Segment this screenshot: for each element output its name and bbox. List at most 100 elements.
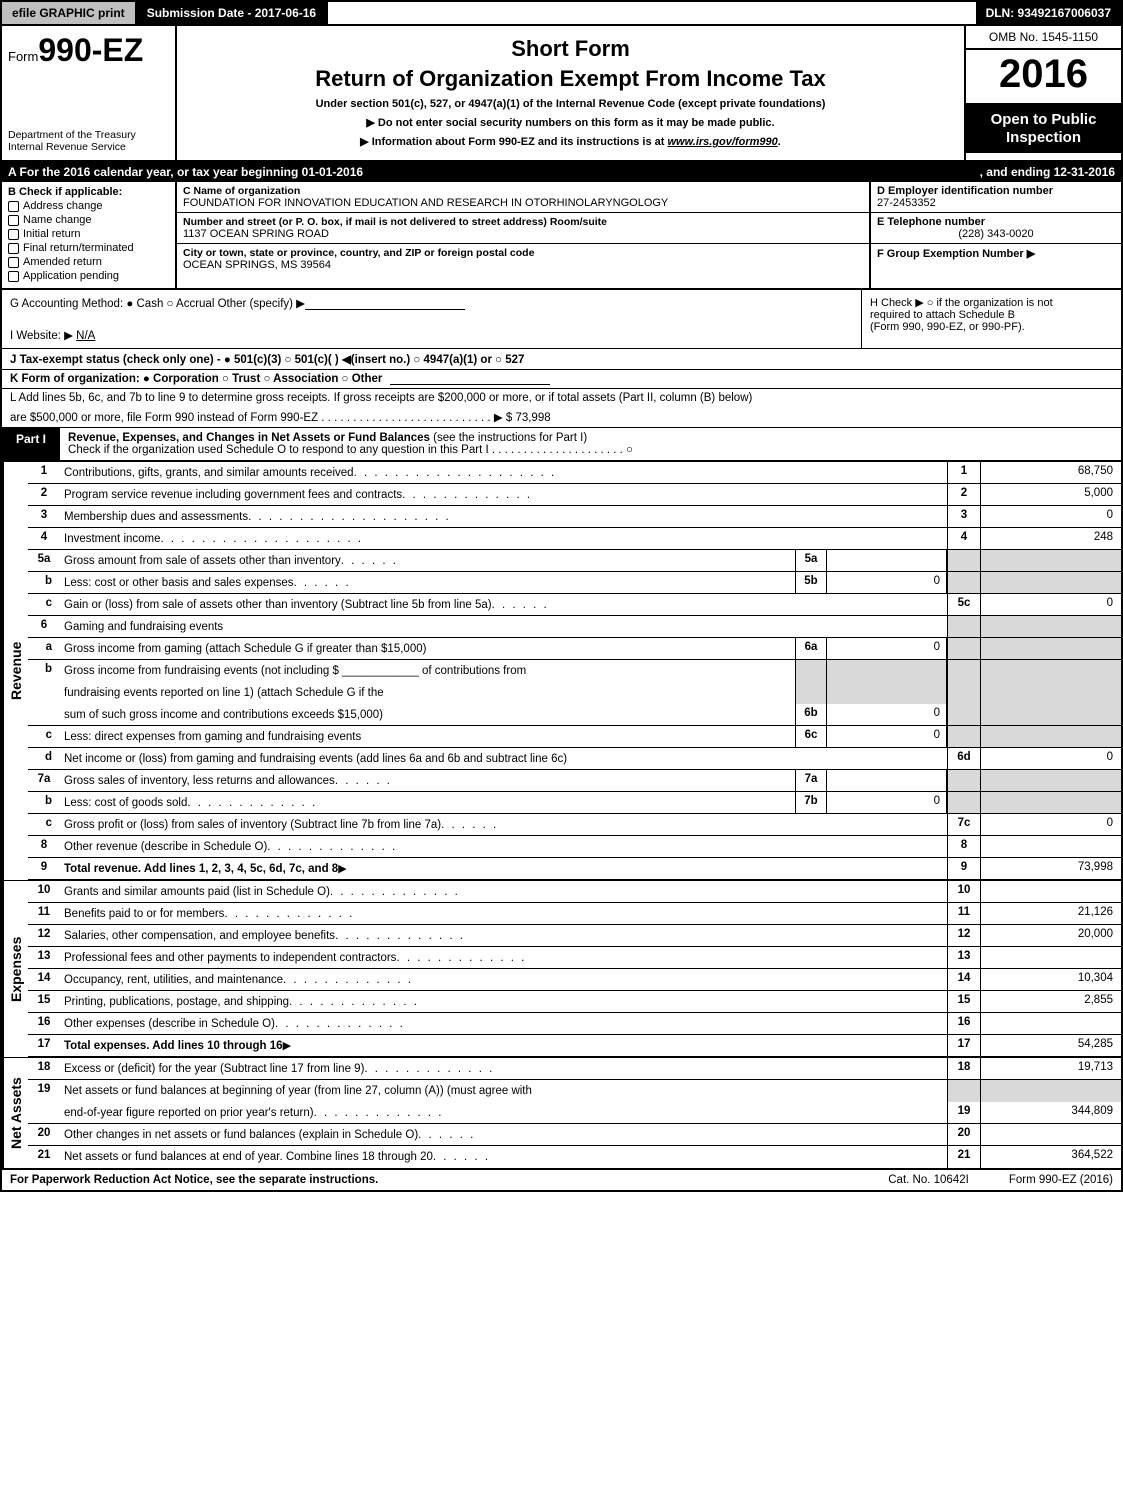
header-right: OMB No. 1545-1150 2016 Open to Public In… bbox=[966, 26, 1121, 160]
row-2: 2 Program service revenue including gove… bbox=[28, 484, 1121, 506]
row-desc: Professional fees and other payments to … bbox=[60, 947, 947, 968]
row-value bbox=[981, 616, 1121, 637]
row-6b1: b Gross income from fundraising events (… bbox=[28, 660, 1121, 682]
i-label: I Website: ▶ bbox=[10, 330, 73, 342]
row-12: 12 Salaries, other compensation, and emp… bbox=[28, 925, 1121, 947]
checkbox-icon bbox=[8, 257, 19, 268]
row-desc: Gross profit or (loss) from sales of inv… bbox=[60, 814, 947, 835]
row-inval: 0 bbox=[827, 792, 947, 813]
row-value bbox=[981, 1080, 1121, 1102]
row-linelab: 14 bbox=[947, 969, 981, 990]
row-16: 16 Other expenses (describe in Schedule … bbox=[28, 1013, 1121, 1035]
h-line1: H Check ▶ ○ if the organization is not bbox=[870, 296, 1113, 309]
department-label: Department of the Treasury Internal Reve… bbox=[8, 129, 169, 154]
row-linelab: 10 bbox=[947, 881, 981, 902]
cb-address-change[interactable]: Address change bbox=[8, 200, 169, 212]
row-inlab: 6b bbox=[795, 704, 827, 725]
revenue-body: 1 Contributions, gifts, grants, and simi… bbox=[28, 462, 1121, 880]
row-num: 13 bbox=[28, 947, 60, 968]
row-inval bbox=[827, 550, 947, 571]
netassets-side-label: Net Assets bbox=[2, 1058, 28, 1168]
checkbox-icon bbox=[8, 229, 19, 240]
row-desc: Net assets or fund balances at end of ye… bbox=[60, 1146, 947, 1168]
row-num: 16 bbox=[28, 1013, 60, 1034]
gh-block: G Accounting Method: ● Cash ○ Accrual Ot… bbox=[2, 290, 1121, 349]
expenses-section: Expenses 10 Grants and similar amounts p… bbox=[2, 880, 1121, 1057]
row-value bbox=[981, 947, 1121, 968]
part-i-title: Revenue, Expenses, and Changes in Net As… bbox=[68, 432, 430, 444]
l-text1: L Add lines 5b, 6c, and 7b to line 9 to … bbox=[10, 392, 752, 404]
k-form-org: K Form of organization: ● Corporation ○ … bbox=[2, 370, 1121, 389]
checkbox-icon bbox=[8, 201, 19, 212]
row-value bbox=[981, 660, 1121, 682]
row-value bbox=[981, 1124, 1121, 1145]
row-7c: c Gross profit or (loss) from sales of i… bbox=[28, 814, 1121, 836]
footer-form: 990-EZ bbox=[1039, 1174, 1077, 1186]
row-desc: Less: cost of goods sold bbox=[60, 792, 795, 813]
l-line2: are $500,000 or more, file Form 990 inst… bbox=[2, 407, 1121, 428]
row-3: 3 Membership dues and assessments 3 0 bbox=[28, 506, 1121, 528]
netassets-section: Net Assets 18 Excess or (deficit) for th… bbox=[2, 1057, 1121, 1168]
row-value: 0 bbox=[981, 814, 1121, 835]
row-inval: 0 bbox=[827, 572, 947, 593]
expenses-side-label: Expenses bbox=[2, 881, 28, 1057]
phone-label: E Telephone number bbox=[877, 216, 1115, 228]
form-number-big: 990-EZ bbox=[38, 32, 143, 68]
irs-link[interactable]: www.irs.gov/form990 bbox=[668, 136, 778, 148]
row-num: c bbox=[28, 814, 60, 835]
k-other-input[interactable] bbox=[390, 373, 550, 385]
row-value bbox=[981, 1013, 1121, 1034]
row-value: 0 bbox=[981, 506, 1121, 527]
g-line: G Accounting Method: ● Cash ○ Accrual Ot… bbox=[10, 298, 305, 310]
row-num: 19 bbox=[28, 1080, 60, 1102]
row-desc: Contributions, gifts, grants, and simila… bbox=[60, 462, 947, 483]
bcdef-block: B Check if applicable: Address change Na… bbox=[2, 182, 1121, 290]
row-linelab: 9 bbox=[947, 858, 981, 879]
sub3-pre: ▶ Information about Form 990-EZ and its … bbox=[360, 136, 667, 148]
row-num: 14 bbox=[28, 969, 60, 990]
row-7a: 7a Gross sales of inventory, less return… bbox=[28, 770, 1121, 792]
row-value: 73,998 bbox=[981, 858, 1121, 879]
g-other-input[interactable] bbox=[305, 298, 465, 310]
row-value bbox=[981, 682, 1121, 704]
row-value bbox=[981, 726, 1121, 747]
row-10: 10 Grants and similar amounts paid (list… bbox=[28, 881, 1121, 903]
row-linelab bbox=[947, 638, 981, 659]
subtitle-2: ▶ Do not enter social security numbers o… bbox=[187, 116, 954, 129]
city-cell: City or town, state or province, country… bbox=[177, 244, 869, 274]
cb-final-return[interactable]: Final return/terminated bbox=[8, 242, 169, 254]
header-mid: Short Form Return of Organization Exempt… bbox=[177, 26, 966, 160]
header-left: Form990-EZ Department of the Treasury In… bbox=[2, 26, 177, 160]
short-form-label: Short Form bbox=[187, 36, 954, 62]
row-inlab bbox=[795, 682, 827, 704]
part-i-sub: (see the instructions for Part I) bbox=[430, 432, 587, 444]
cb-application-pending[interactable]: Application pending bbox=[8, 270, 169, 282]
row-value: 0 bbox=[981, 748, 1121, 769]
row-desc: Gross sales of inventory, less returns a… bbox=[60, 770, 795, 791]
omb-number: OMB No. 1545-1150 bbox=[966, 26, 1121, 50]
ein-cell: D Employer identification number 27-2453… bbox=[871, 182, 1121, 213]
row-inlab: 6c bbox=[795, 726, 827, 747]
row-desc-b: Total expenses. Add lines 10 through 16 bbox=[64, 1040, 283, 1052]
row-linelab: 2 bbox=[947, 484, 981, 505]
cb-initial-return[interactable]: Initial return bbox=[8, 228, 169, 240]
col-def: D Employer identification number 27-2453… bbox=[871, 182, 1121, 288]
part-i-header: Part I Revenue, Expenses, and Changes in… bbox=[2, 428, 1121, 461]
cb-name-change[interactable]: Name change bbox=[8, 214, 169, 226]
row-num bbox=[28, 704, 60, 725]
row-value: 364,522 bbox=[981, 1146, 1121, 1168]
i-website-line: I Website: ▶ N/A bbox=[10, 328, 853, 342]
row-num: 10 bbox=[28, 881, 60, 902]
row-desc: Gain or (loss) from sale of assets other… bbox=[60, 594, 947, 615]
col-b-header: B Check if applicable: bbox=[8, 186, 169, 198]
row-desc: Less: direct expenses from gaming and fu… bbox=[60, 726, 795, 747]
row-linelab: 7c bbox=[947, 814, 981, 835]
line-a-right: , and ending 12-31-2016 bbox=[974, 162, 1121, 182]
efile-print-button[interactable]: efile GRAPHIC print bbox=[2, 2, 137, 24]
ein-value: 27-2453352 bbox=[877, 197, 1115, 209]
row-linelab: 12 bbox=[947, 925, 981, 946]
cb-amended-return[interactable]: Amended return bbox=[8, 256, 169, 268]
row-desc: Excess or (deficit) for the year (Subtra… bbox=[60, 1058, 947, 1079]
phone-value: (228) 343-0020 bbox=[877, 228, 1115, 240]
row-value: 19,713 bbox=[981, 1058, 1121, 1079]
